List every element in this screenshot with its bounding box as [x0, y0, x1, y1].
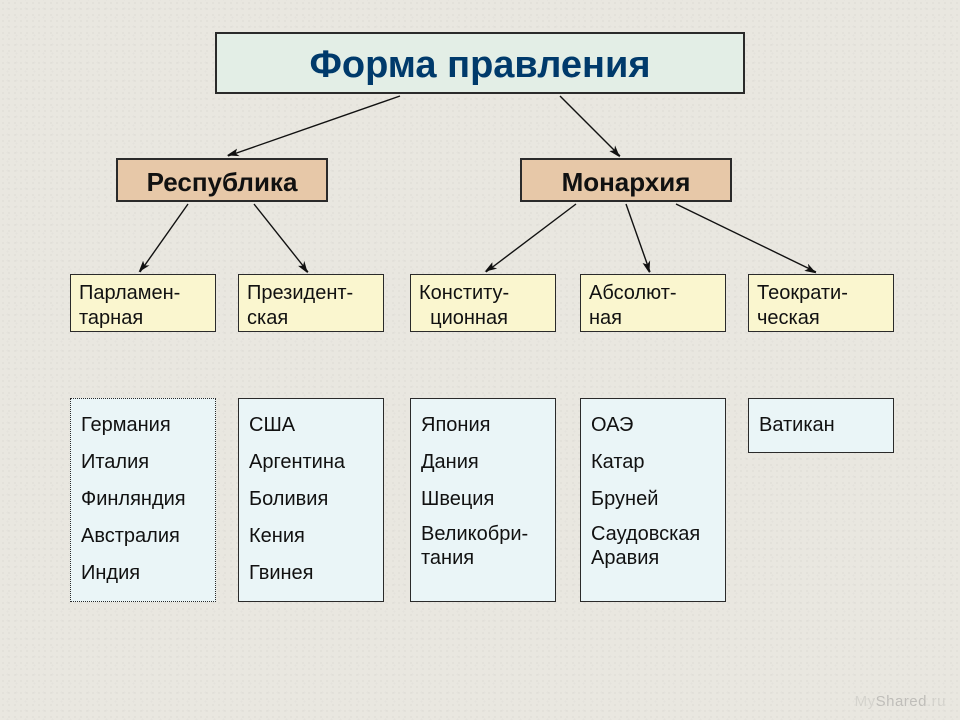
examples-parliamentary: ГерманияИталияФинляндияАвстралияИндия: [70, 398, 216, 602]
category-republic: Республика: [116, 158, 328, 202]
title-text: Форма правления: [309, 44, 650, 86]
subtype-absolute: Абсолют-ная: [580, 274, 726, 332]
title-box: Форма правления: [215, 32, 745, 94]
category-republic-label: Республика: [147, 167, 298, 197]
subtype-presidential: Президент-ская: [238, 274, 384, 332]
category-monarchy: Монархия: [520, 158, 732, 202]
category-monarchy-label: Монархия: [562, 167, 691, 197]
watermark: MyShared.ru: [855, 693, 946, 710]
watermark-ru: .ru: [927, 693, 946, 710]
subtype-parliamentary: Парламен-тарная: [70, 274, 216, 332]
connector-arrows: [0, 0, 960, 720]
examples-constitutional: ЯпонияДанияШвецияВеликобри-тания: [410, 398, 556, 602]
subtype-constitutional: Конститу- ционная: [410, 274, 556, 332]
examples-absolute: ОАЭКатарБрунейСаудовскаяАравия: [580, 398, 726, 602]
examples-theocratic: Ватикан: [748, 398, 894, 453]
examples-presidential: СШААргентинаБоливияКенияГвинея: [238, 398, 384, 602]
subtype-theocratic: Теократи-ческая: [748, 274, 894, 332]
watermark-shared: Shared: [876, 693, 927, 710]
watermark-my: My: [855, 693, 876, 710]
